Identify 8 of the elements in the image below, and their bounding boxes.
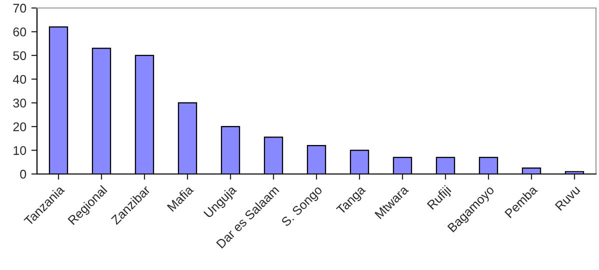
y-tick-label: 0 <box>20 170 26 179</box>
y-tick-label: 70 <box>13 4 26 13</box>
y-tick-label: 60 <box>13 28 26 36</box>
y-tick-label: 50 <box>13 51 26 60</box>
y-tick-label: 30 <box>13 98 26 108</box>
y-tick-label: 20 <box>13 122 26 132</box>
y-tick-label: 40 <box>12 74 26 84</box>
y-tick-label: 10 <box>14 146 26 155</box>
